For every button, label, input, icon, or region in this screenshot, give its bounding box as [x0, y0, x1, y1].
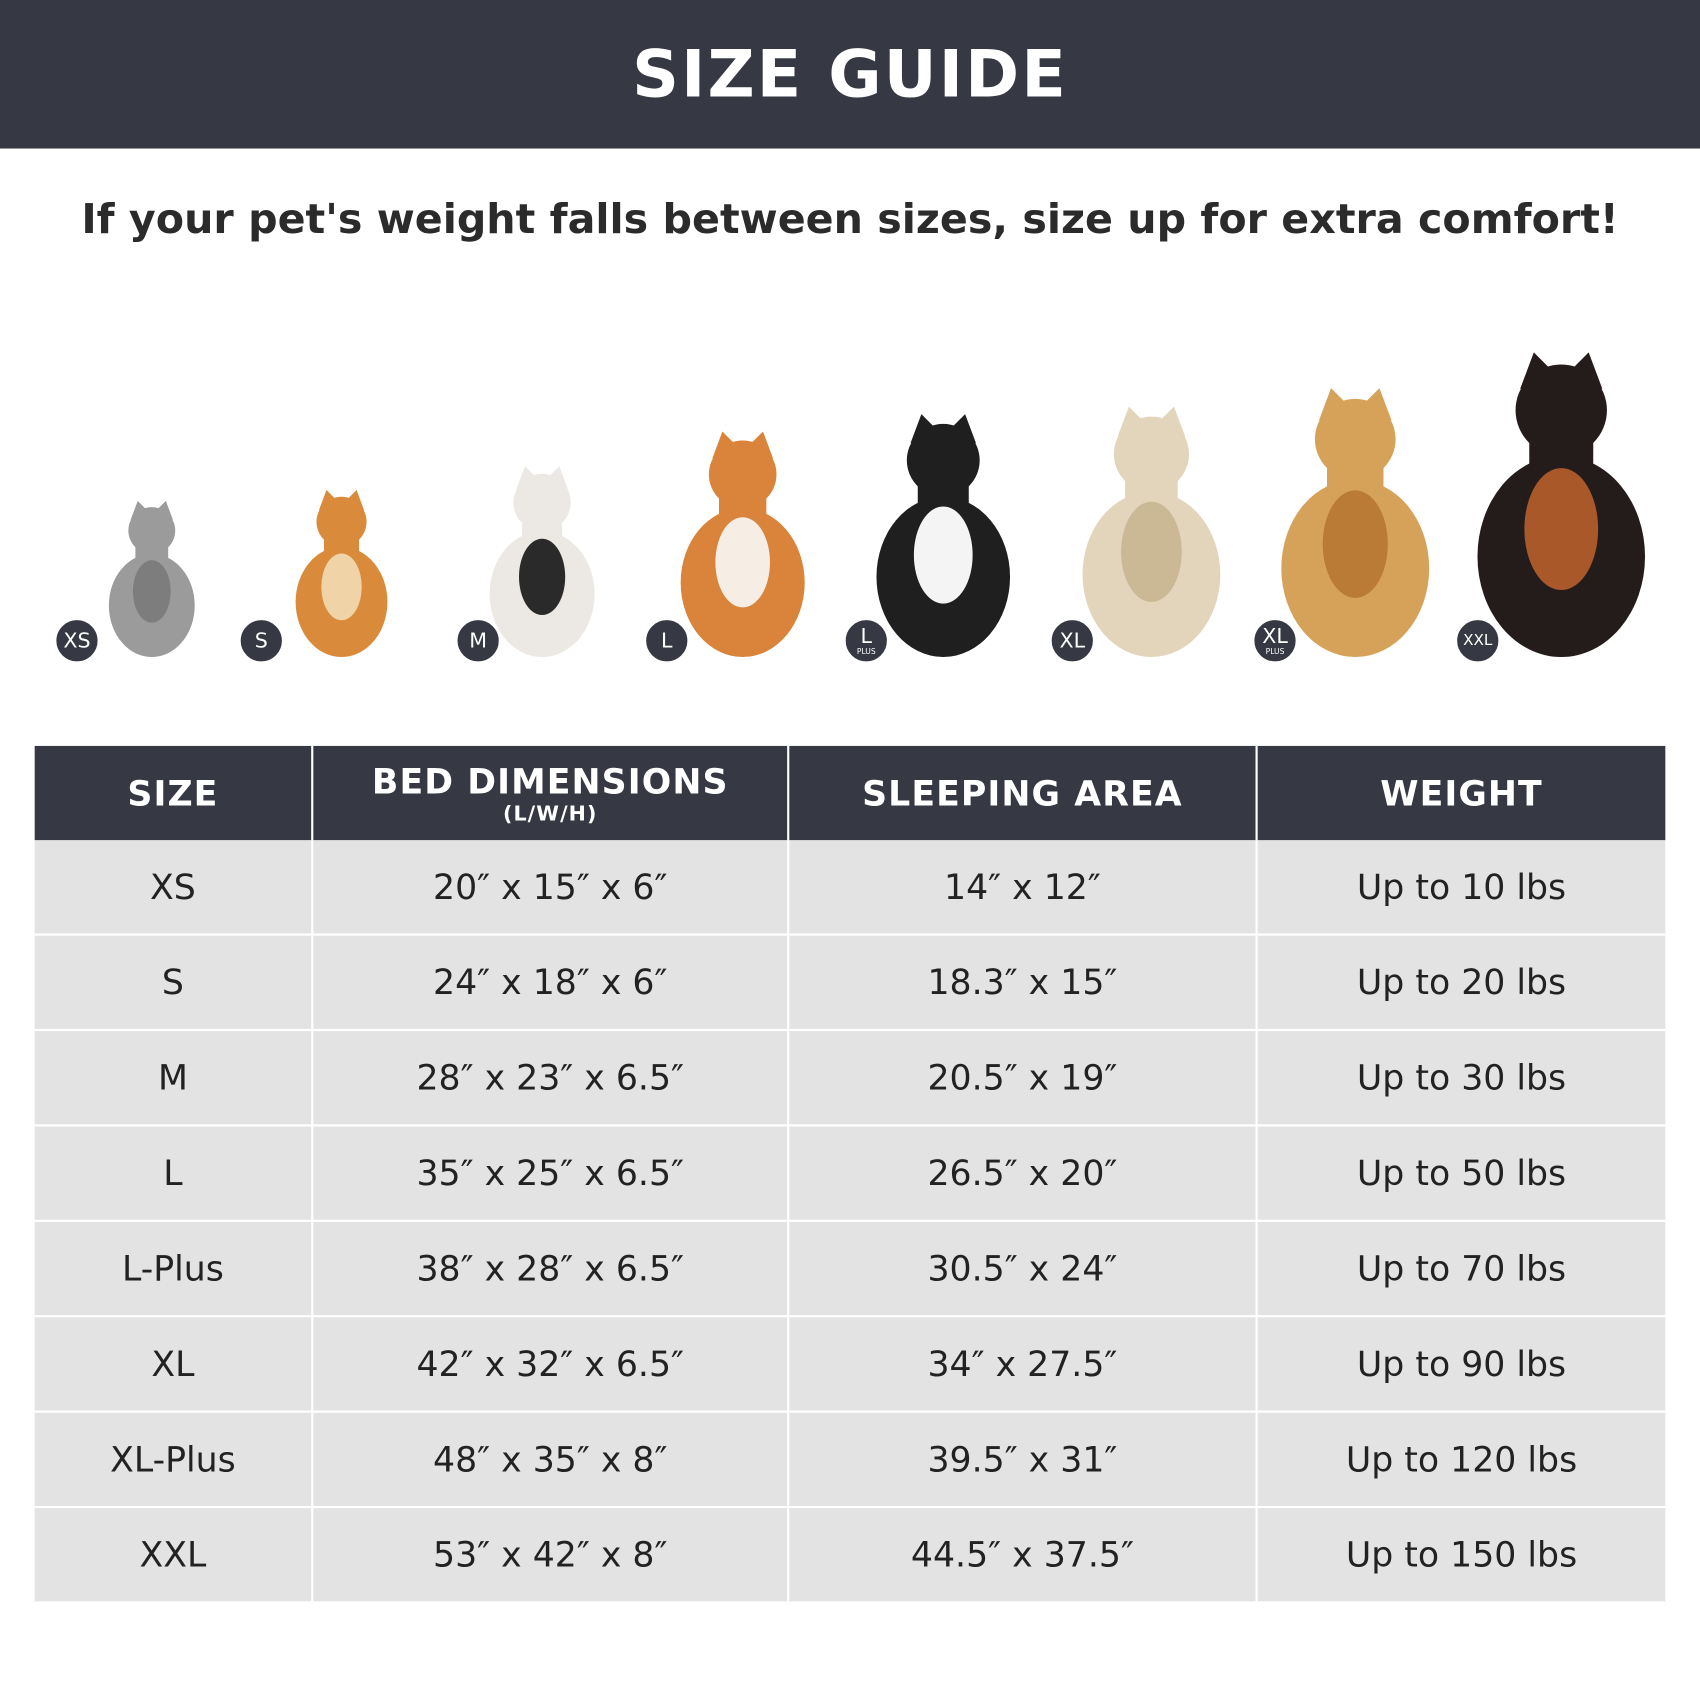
- title-banner: SIZE GUIDE: [0, 0, 1700, 149]
- table-header-row: SIZE BED DIMENSIONS (L/W/H) SLEEPING AREA WE…: [34, 745, 1666, 841]
- badge-label: L: [661, 628, 673, 653]
- size-badge-m: M: [456, 619, 500, 663]
- size-cell: XL: [34, 1316, 314, 1413]
- table-body: XS 20″ x 15″ x 6″ 14″ x 12″ Up to 10 lbs S 24…: [34, 840, 1666, 1604]
- column-header-label: SIZE: [127, 772, 219, 814]
- pet-image-labrador: [1082, 406, 1221, 658]
- bed-dimensions-cell: 38″ x 28″ x 6.5″: [311, 1220, 790, 1318]
- weight-cell: Up to 30 lbs: [1255, 1029, 1666, 1127]
- size-badge-xs: XS: [55, 619, 99, 663]
- size-cell: L: [34, 1125, 314, 1222]
- pet-image-shiba-inu: [680, 431, 805, 658]
- size-badge-xl-plus: XL PLUS: [1253, 619, 1297, 663]
- weight-cell: Up to 20 lbs: [1255, 934, 1666, 1032]
- size-cell: L-Plus: [34, 1220, 314, 1318]
- size-badge-l-plus: L PLUS: [844, 619, 888, 663]
- size-cell: S: [34, 934, 314, 1032]
- column-header-label: WEIGHT: [1380, 772, 1543, 814]
- table-row: XL-Plus 48″ x 35″ x 8″ 39.5″ x 31″ Up to 12…: [34, 1411, 1666, 1509]
- table-row: XL 42″ x 32″ x 6.5″ 34″ x 27.5″ Up to 90 lb…: [34, 1316, 1666, 1413]
- column-header-bed-dimensions: BED DIMENSIONS (L/W/H): [312, 745, 790, 841]
- badge-plus-label: PLUS: [1265, 646, 1285, 656]
- weight-cell: Up to 10 lbs: [1255, 840, 1666, 936]
- sleeping-area-cell: 20.5″ x 19″: [787, 1029, 1258, 1127]
- badge-label: XL: [1262, 623, 1288, 648]
- size-badge-l: L: [645, 619, 689, 663]
- pet-image-golden-retriever: [1281, 388, 1430, 658]
- size-cell: XS: [34, 840, 314, 936]
- sleeping-area-cell: 14″ x 12″: [787, 840, 1258, 936]
- column-header-label: SLEEPING AREA: [862, 772, 1183, 814]
- bed-dimensions-cell: 28″ x 23″ x 6.5″: [311, 1029, 790, 1127]
- bed-dimensions-cell: 53″ x 42″ x 8″: [311, 1507, 790, 1604]
- pet-image-french-bulldog: [489, 466, 595, 658]
- sleeping-area-cell: 26.5″ x 20″: [787, 1125, 1258, 1222]
- sleeping-area-cell: 30.5″ x 24″: [787, 1220, 1258, 1318]
- table-row: XXL 53″ x 42″ x 8″ 44.5″ x 37.5″ Up to 150 …: [34, 1507, 1666, 1604]
- weight-cell: Up to 90 lbs: [1255, 1316, 1666, 1413]
- pet-size-lineup: XS S M L L PLUS XL XL PLUS XXL: [0, 325, 1700, 683]
- bed-dimensions-cell: 42″ x 32″ x 6.5″: [311, 1316, 790, 1413]
- bed-dimensions-cell: 35″ x 25″ x 6.5″: [311, 1125, 790, 1222]
- page-title: SIZE GUIDE: [632, 36, 1068, 113]
- size-table: SIZE BED DIMENSIONS (L/W/H) SLEEPING AREA WE…: [34, 745, 1666, 1604]
- badge-label: S: [254, 628, 268, 653]
- size-cell: M: [34, 1029, 314, 1127]
- bed-dimensions-cell: 24″ x 18″ x 6″: [311, 934, 790, 1032]
- size-badge-xxl: XXL: [1456, 619, 1500, 663]
- size-badge-s: S: [239, 619, 283, 663]
- size-cell: XXL: [34, 1507, 314, 1604]
- table-row: S 24″ x 18″ x 6″ 18.3″ x 15″ Up to 20 lbs: [34, 934, 1666, 1032]
- badge-label: XXL: [1463, 632, 1493, 650]
- badge-label: XS: [63, 628, 91, 653]
- weight-cell: Up to 150 lbs: [1255, 1507, 1666, 1604]
- badge-plus-label: PLUS: [856, 646, 876, 656]
- column-header-sublabel: (L/W/H): [502, 801, 598, 826]
- sleeping-area-cell: 39.5″ x 31″: [787, 1411, 1258, 1509]
- table-row: L 35″ x 25″ x 6.5″ 26.5″ x 20″ Up to 50 lbs: [34, 1125, 1666, 1222]
- table-row: L-Plus 38″ x 28″ x 6.5″ 30.5″ x 24″ Up to 7…: [34, 1220, 1666, 1318]
- bed-dimensions-cell: 20″ x 15″ x 6″: [311, 840, 790, 936]
- size-cell: XL-Plus: [34, 1411, 314, 1509]
- sleeping-area-cell: 18.3″ x 15″: [787, 934, 1258, 1032]
- weight-cell: Up to 120 lbs: [1255, 1411, 1666, 1509]
- pet-image-doberman: [1477, 352, 1646, 658]
- sleeping-area-cell: 34″ x 27.5″: [787, 1316, 1258, 1413]
- size-badge-xl: XL: [1050, 619, 1094, 663]
- badge-label: L: [860, 623, 873, 648]
- pet-image-cat: [108, 500, 195, 658]
- column-header-weight: WEIGHT: [1256, 745, 1666, 841]
- badge-label: XL: [1059, 628, 1086, 653]
- column-header-sleeping-area: SLEEPING AREA: [788, 745, 1258, 841]
- bed-dimensions-cell: 48″ x 35″ x 8″: [311, 1411, 790, 1509]
- badge-label: M: [469, 628, 488, 653]
- weight-cell: Up to 70 lbs: [1255, 1220, 1666, 1318]
- column-header-size: SIZE: [34, 745, 314, 841]
- table-row: XS 20″ x 15″ x 6″ 14″ x 12″ Up to 10 lbs: [34, 840, 1666, 936]
- table-row: M 28″ x 23″ x 6.5″ 20.5″ x 19″ Up to 30 lbs: [34, 1029, 1666, 1127]
- column-header-label: BED DIMENSIONS: [371, 760, 729, 802]
- pet-image-pomeranian: [295, 490, 388, 658]
- weight-cell: Up to 50 lbs: [1255, 1125, 1666, 1222]
- pet-image-border-collie: [876, 414, 1011, 658]
- sizing-tip: If your pet's weight falls between sizes…: [81, 195, 1619, 243]
- sleeping-area-cell: 44.5″ x 37.5″: [787, 1507, 1258, 1604]
